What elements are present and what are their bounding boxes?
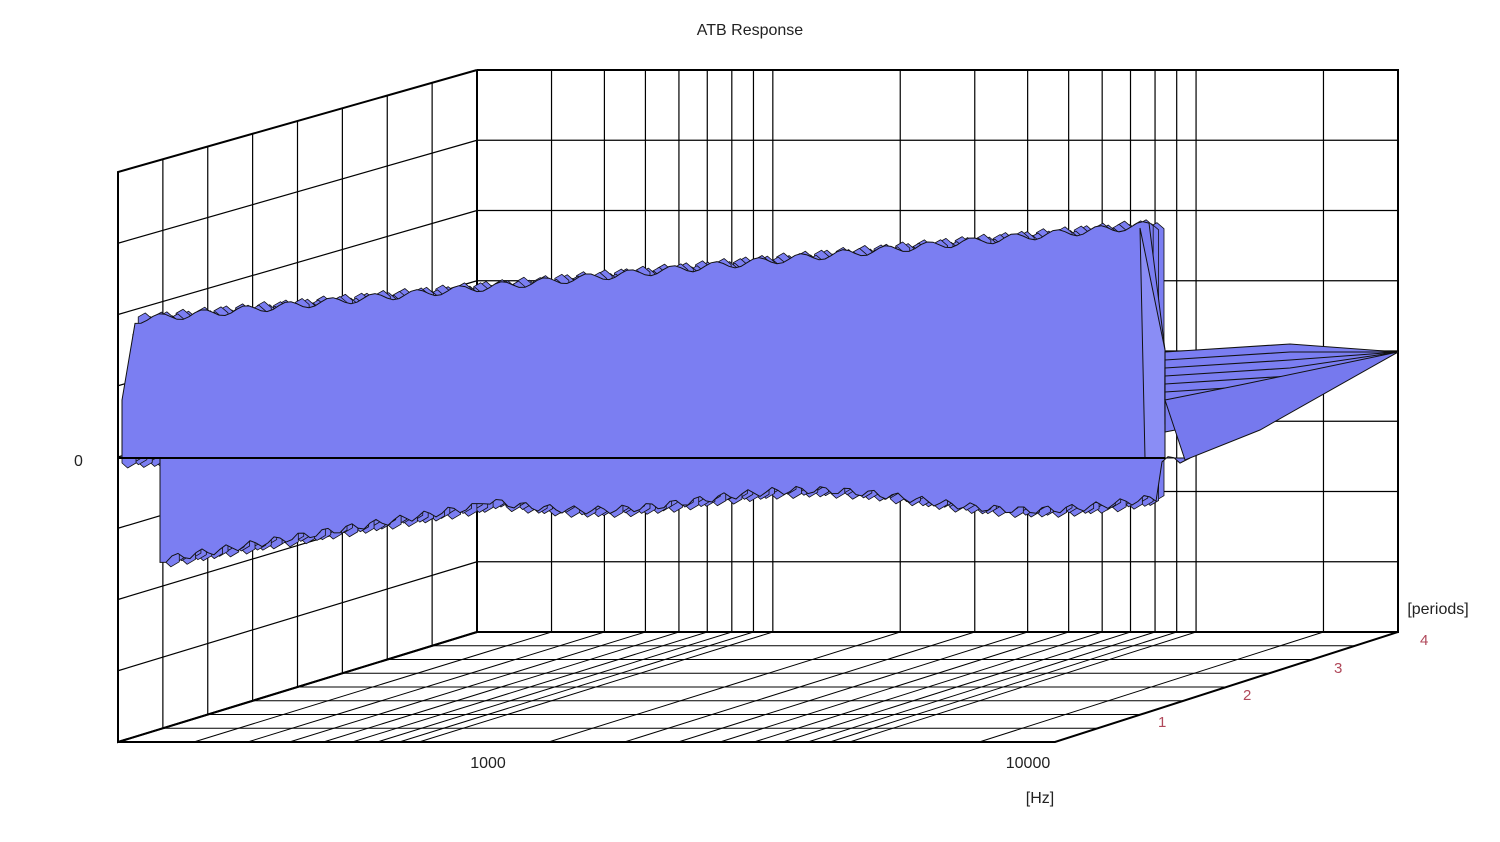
floor-freq-line-8 xyxy=(418,631,773,743)
x-axis-unit-label: [Hz] xyxy=(1026,790,1054,807)
floor-freq-line-9 xyxy=(548,631,901,743)
floor-freq-line-2 xyxy=(247,631,605,743)
z-tick-1: 1 xyxy=(1158,714,1166,731)
floor-freq-line-18 xyxy=(979,631,1324,743)
z-tick-4: 4 xyxy=(1420,632,1428,649)
floor-freq-line-17 xyxy=(849,631,1197,743)
left-wall-hgrid-2 xyxy=(117,209,478,316)
z-tick-2: 2 xyxy=(1243,687,1251,704)
floor-freq-line-1 xyxy=(193,631,552,743)
floor-freq-line-19 xyxy=(1054,631,1399,743)
floor-freq-line-10 xyxy=(624,631,975,743)
surface-negative-face xyxy=(159,456,1191,563)
floor-freq-line-0 xyxy=(117,631,478,743)
floor-freq-line-15 xyxy=(807,631,1156,743)
left-wall-hgrid-7 xyxy=(117,561,478,672)
surface-front-face xyxy=(121,221,1166,459)
floor-freq-line-12 xyxy=(719,631,1069,743)
z-axis-unit-label: [periods] xyxy=(1407,601,1468,618)
chart-title: ATB Response xyxy=(697,22,804,39)
z-tick-3: 3 xyxy=(1334,660,1342,677)
waterfall-surface xyxy=(121,219,1399,568)
floor-freq-line-13 xyxy=(753,631,1103,743)
floor-freq-line-4 xyxy=(323,631,680,743)
axis-labels: 0 1000 10000 [Hz] [periods] 1 2 3 4 xyxy=(74,453,1469,807)
x-tick-1000: 1000 xyxy=(470,755,506,772)
y-tick-0: 0 xyxy=(74,453,83,470)
floor-freq-line-16 xyxy=(829,631,1177,743)
floor-freq-line-5 xyxy=(352,631,708,743)
floor-freq-line-7 xyxy=(399,631,754,743)
floor-freq-line-3 xyxy=(289,631,646,743)
floor-freq-line-11 xyxy=(678,631,1028,743)
left-wall-hgrid-1 xyxy=(117,139,478,244)
floor-freq-line-14 xyxy=(782,631,1131,743)
x-tick-10000: 10000 xyxy=(1006,755,1051,772)
surface-tail-base xyxy=(1164,351,1399,461)
floor-freq-line-6 xyxy=(377,631,732,743)
